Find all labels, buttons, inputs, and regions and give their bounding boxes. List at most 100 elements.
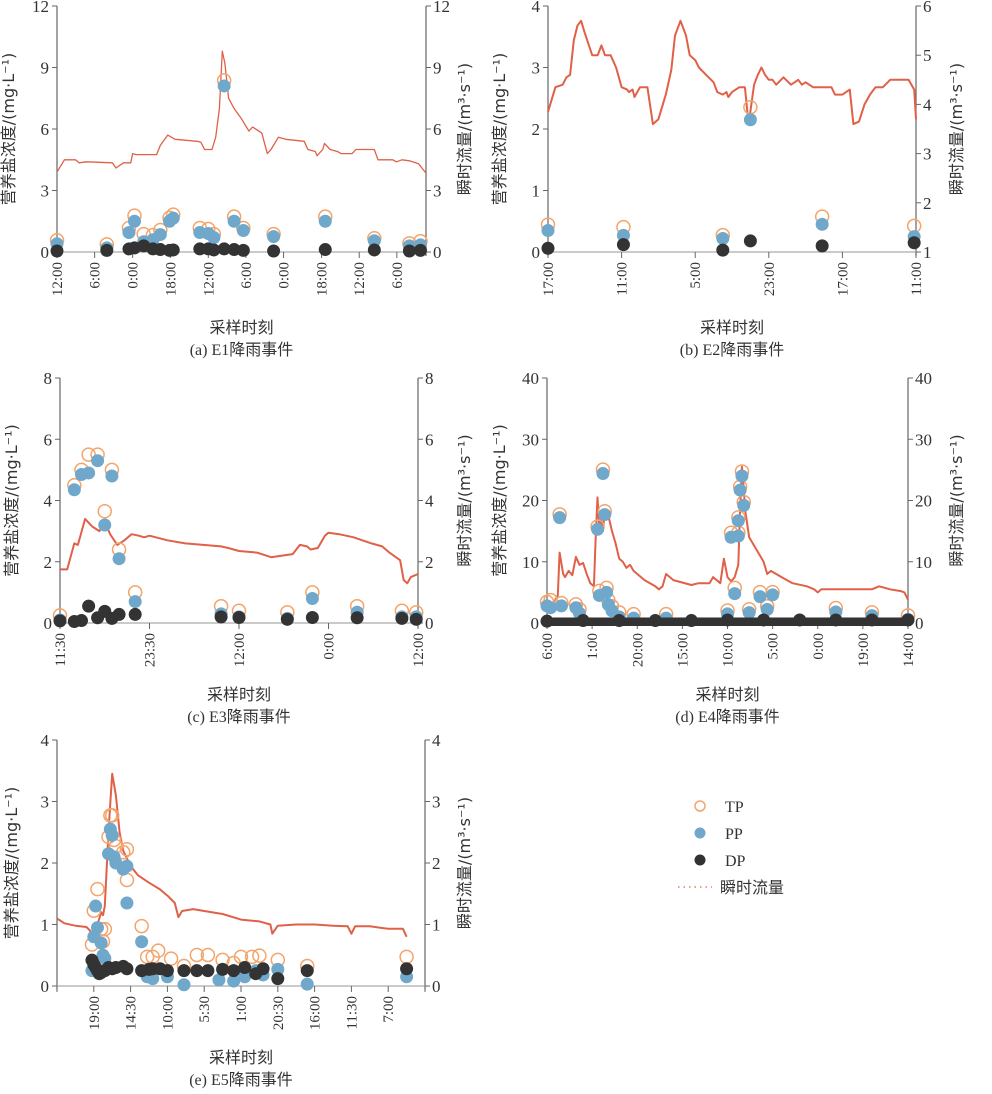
right-y-tick-label: 6	[425, 430, 434, 449]
x-tick-label: 0:00	[277, 262, 293, 289]
left-y-tick-label: 0	[41, 977, 50, 996]
dp-point	[236, 243, 250, 257]
x-tick-label: 20:30	[271, 996, 287, 1030]
left-y-tick-label: 6	[41, 120, 50, 139]
legend-item-flow: 瞬时流量	[678, 879, 784, 897]
pp-point	[735, 469, 749, 483]
pp-point	[305, 592, 319, 605]
pp-point	[731, 514, 745, 528]
dp-point	[214, 610, 228, 624]
x-axis-title: 采样时刻	[700, 318, 764, 337]
x-axis-title: 采样时刻	[209, 318, 273, 337]
dp-point	[238, 961, 252, 975]
left-y-tick-label: 10	[522, 553, 539, 572]
pp-point	[271, 962, 285, 976]
dp-point	[350, 611, 364, 625]
x-tick-label: 17:00	[541, 262, 557, 296]
right-y-tick-label: 0	[433, 243, 442, 262]
x-tick-label: 5:00	[688, 262, 704, 289]
pp-point	[600, 585, 614, 599]
panel-title: (b) E2降雨事件	[680, 341, 784, 359]
dp-point	[227, 964, 241, 978]
dp-point	[907, 236, 921, 250]
flow-series-line	[60, 517, 419, 585]
pp-point	[300, 977, 314, 991]
right-y-tick-label: 40	[915, 369, 932, 388]
dp-point	[232, 610, 246, 624]
right-y-tick-label: 2	[923, 194, 932, 213]
x-tick-label: 19:00	[856, 633, 872, 667]
dp-point	[815, 239, 829, 253]
pp-point	[815, 217, 829, 231]
dp-point	[684, 614, 698, 628]
dp-point	[865, 613, 879, 627]
x-tick-label: 20:00	[630, 633, 646, 667]
dp-point	[400, 962, 414, 976]
right-y-tick-label: 20	[915, 492, 932, 511]
x-tick-label: 12:00	[201, 262, 217, 296]
pp-point	[318, 214, 332, 228]
dp-point	[267, 244, 281, 258]
dp-point	[256, 962, 270, 976]
pp-point	[733, 483, 747, 497]
left-y-axis-title: 营养盐浓度/(mg·L⁻¹)	[490, 53, 509, 205]
pp-point	[742, 606, 756, 620]
x-tick-label: 6:00	[88, 262, 104, 289]
left-y-tick-label: 1	[532, 182, 541, 201]
panel-title: (c) E3降雨事件	[187, 708, 291, 726]
right-y-tick-label: 3	[923, 145, 932, 164]
x-tick-label: 23:00	[762, 262, 778, 296]
dp-point	[100, 243, 114, 257]
legend-marker	[694, 800, 706, 812]
pp-point	[267, 230, 281, 244]
left-y-tick-label: 0	[41, 243, 50, 262]
dp-point	[576, 614, 590, 628]
right-y-tick-label: 1	[432, 916, 441, 935]
pp-point	[541, 223, 555, 237]
left-y-axis-title: 营养盐浓度/(mg·L⁻¹)	[490, 424, 509, 576]
tp-point	[81, 447, 96, 462]
left-y-tick-label: 4	[44, 492, 53, 511]
right-y-tick-label: 4	[432, 731, 441, 750]
panel-title: (d) E4降雨事件	[675, 708, 779, 726]
x-tick-label: 11:00	[909, 262, 925, 296]
panel-e4: 0 10 20 30 40 0 10 20 30 40 6:00 1:00 20:00 15:00 10:0…	[490, 369, 966, 726]
left-y-tick-label: 2	[532, 120, 541, 139]
pp-point	[94, 936, 108, 950]
left-y-tick-label: 0	[44, 614, 53, 633]
left-y-tick-label: 9	[41, 59, 50, 78]
tp-point	[399, 949, 414, 965]
pp-point	[743, 113, 757, 127]
right-y-axis-title: 瞬时流量/(m³·s⁻¹)	[455, 434, 474, 566]
dp-point	[166, 243, 180, 257]
flow-series-line	[547, 19, 917, 126]
right-y-axis-title: 瞬时流量/(m³·s⁻¹)	[947, 434, 966, 566]
dp-point	[616, 238, 630, 252]
x-tick-label: 11:30	[344, 996, 360, 1030]
tp-point	[150, 943, 166, 958]
right-y-tick-label: 0	[915, 614, 924, 633]
x-tick-label: 12:00	[50, 262, 66, 296]
legend-marker	[694, 827, 706, 839]
x-tick-label: 19:00	[87, 996, 103, 1030]
dp-point	[207, 243, 221, 257]
dp-point	[409, 612, 423, 626]
dp-point	[216, 962, 230, 976]
tp-point	[134, 918, 149, 934]
pp-point	[177, 978, 191, 992]
pp-point	[731, 529, 745, 543]
panel-e2: 0 1 2 3 4 1 2 3 4 5 6 17:00 11:00 5:00 23:00 17:00 11:00…	[490, 0, 966, 359]
x-tick-label: 6:00	[540, 633, 556, 660]
pp-point	[120, 896, 134, 910]
pp-point	[766, 588, 780, 602]
x-tick-label: 12:00	[352, 262, 368, 296]
dp-point	[901, 613, 915, 627]
pp-point	[616, 228, 630, 242]
pp-point	[227, 214, 241, 228]
x-tick-label: 16:00	[308, 996, 324, 1030]
panel-title: (e) E5降雨事件	[189, 1071, 293, 1089]
dp-point	[540, 614, 554, 628]
pp-point	[596, 467, 610, 481]
pp-point	[120, 859, 134, 873]
panel-e3: 0 2 4 6 8 0 2 4 6 8 11:30 23:30 12:00 0:00 12:00 营养盐浓度/…	[2, 369, 474, 726]
